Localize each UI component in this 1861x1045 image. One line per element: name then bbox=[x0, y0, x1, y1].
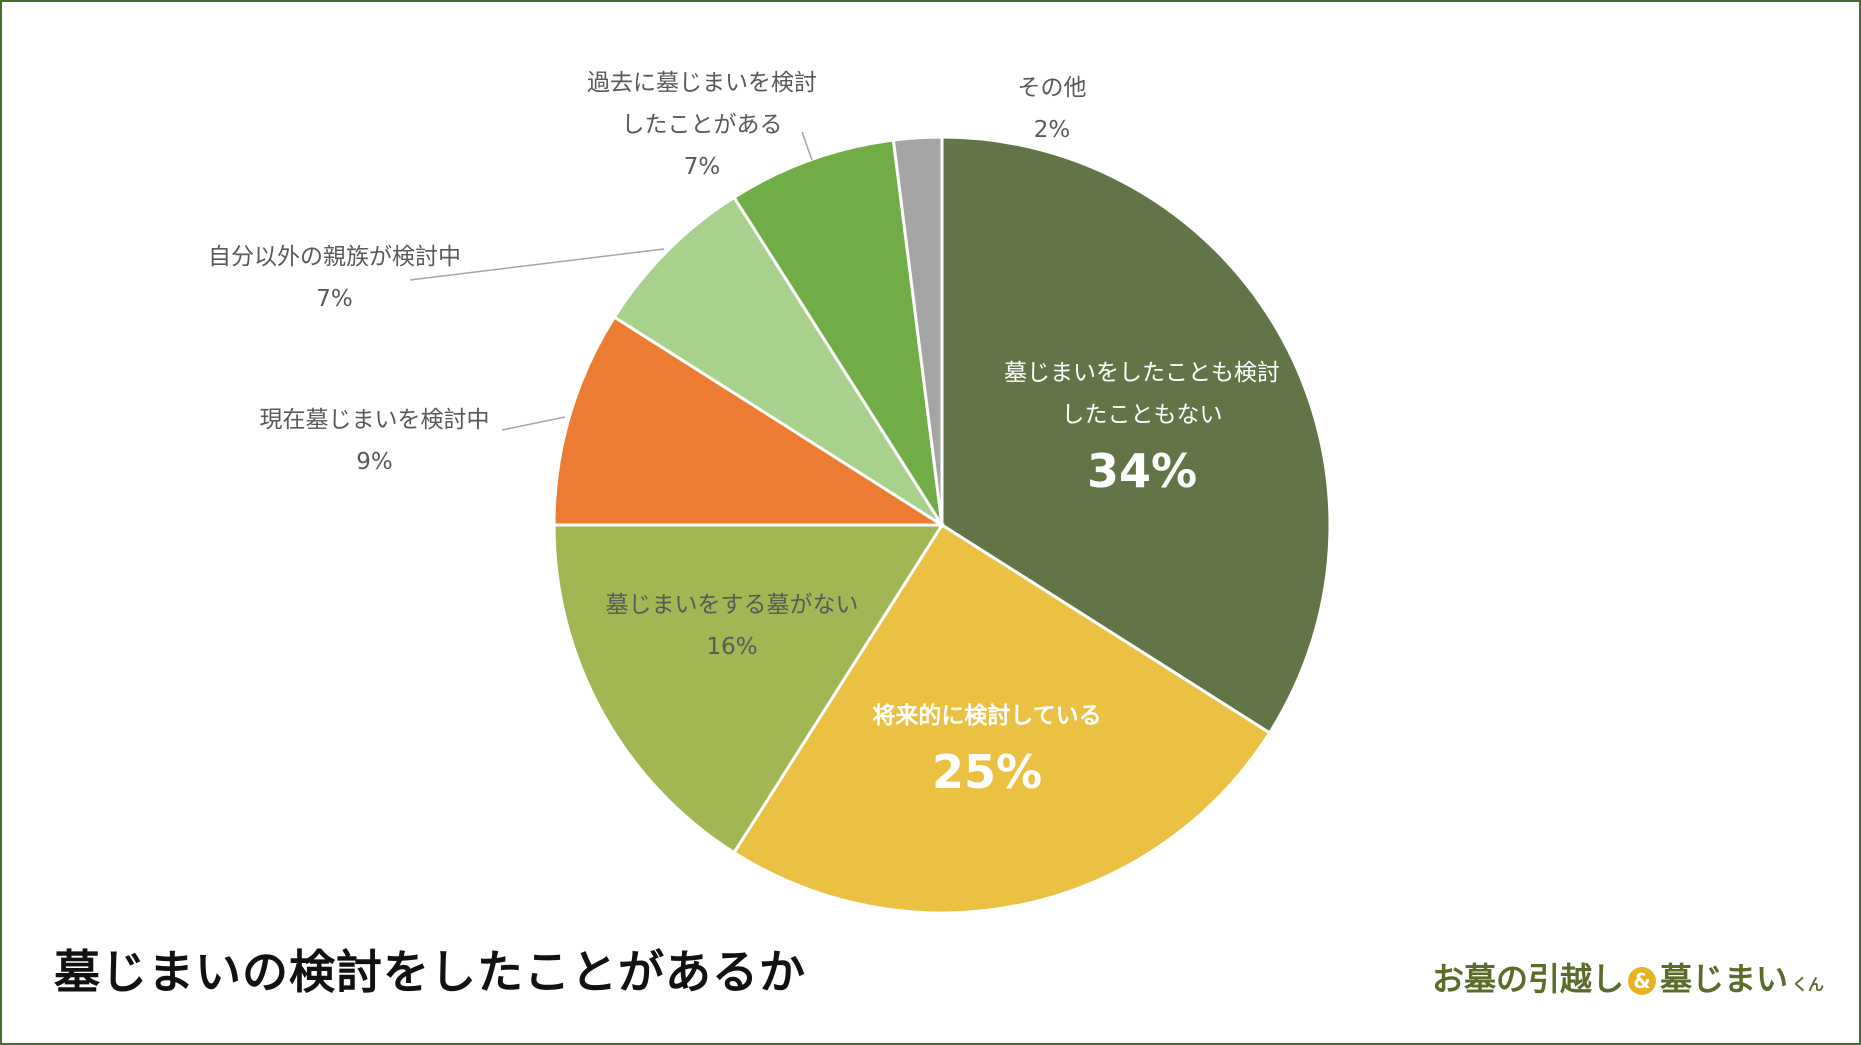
slice-label-3-line1: 現在墓じまいを検討中 bbox=[259, 407, 490, 433]
slice-value-0: 34% bbox=[1086, 444, 1198, 498]
slice-label-0: 墓じまいをしたことも検討 したこともない 34% bbox=[977, 352, 1307, 506]
slice-label-3: 現在墓じまいを検討中 9% bbox=[242, 399, 507, 483]
leader-line-3 bbox=[501, 416, 566, 431]
leader-line-5 bbox=[801, 131, 813, 161]
slice-label-5: 過去に墓じまいを検討 したことがある 7% bbox=[562, 62, 842, 188]
slice-value-4: 7% bbox=[316, 286, 353, 312]
pie-slice-1 bbox=[732, 522, 1272, 915]
slice-value-2: 16% bbox=[706, 634, 758, 660]
slice-label-1: 将来的に検討している 25% bbox=[847, 695, 1127, 807]
slice-label-2: 墓じまいをする墓がない 16% bbox=[582, 584, 882, 668]
slice-label-4-line1: 自分以外の親族が検討中 bbox=[208, 244, 461, 270]
pie-slice-0 bbox=[940, 135, 1332, 735]
slice-value-5: 7% bbox=[683, 154, 721, 180]
slice-value-1: 25% bbox=[931, 745, 1043, 799]
pie-slice-3 bbox=[552, 315, 948, 527]
brand-logo: お墓の引越し & 墓じまい くん bbox=[1432, 954, 1824, 1000]
slice-label-4: 自分以外の親族が検討中 7% bbox=[192, 236, 477, 320]
pie-slice-2 bbox=[552, 523, 945, 855]
slice-label-5-line1: 過去に墓じまいを検討 bbox=[587, 70, 817, 96]
slice-label-1-line1: 将来的に検討している bbox=[872, 703, 1102, 729]
slice-label-2-line1: 墓じまいをする墓がない bbox=[605, 592, 859, 618]
slice-label-6: その他 2% bbox=[1002, 67, 1102, 151]
slice-value-6: 2% bbox=[1033, 117, 1071, 143]
logo-ampersand: & bbox=[1628, 967, 1657, 995]
pie-slice-4 bbox=[612, 195, 944, 527]
slice-label-0-line1: 墓じまいをしたことも検討 bbox=[1004, 360, 1280, 386]
logo-text-2: 墓じまい bbox=[1660, 960, 1789, 998]
chart-title: 墓じまいの検討をしたことがあるか bbox=[54, 945, 806, 999]
slice-label-6-line1: その他 bbox=[1017, 75, 1087, 101]
slice-label-0-line2: したこともない bbox=[1061, 402, 1223, 428]
leader-line-4 bbox=[409, 248, 665, 281]
logo-suffix: くん bbox=[1792, 975, 1825, 994]
pie-slice-5 bbox=[732, 138, 944, 526]
slice-label-5-line2: したことがある bbox=[621, 112, 783, 138]
pie-slice-6 bbox=[891, 135, 944, 526]
slice-value-3: 9% bbox=[356, 449, 393, 475]
logo-text-1: お墓の引越し bbox=[1432, 960, 1625, 998]
